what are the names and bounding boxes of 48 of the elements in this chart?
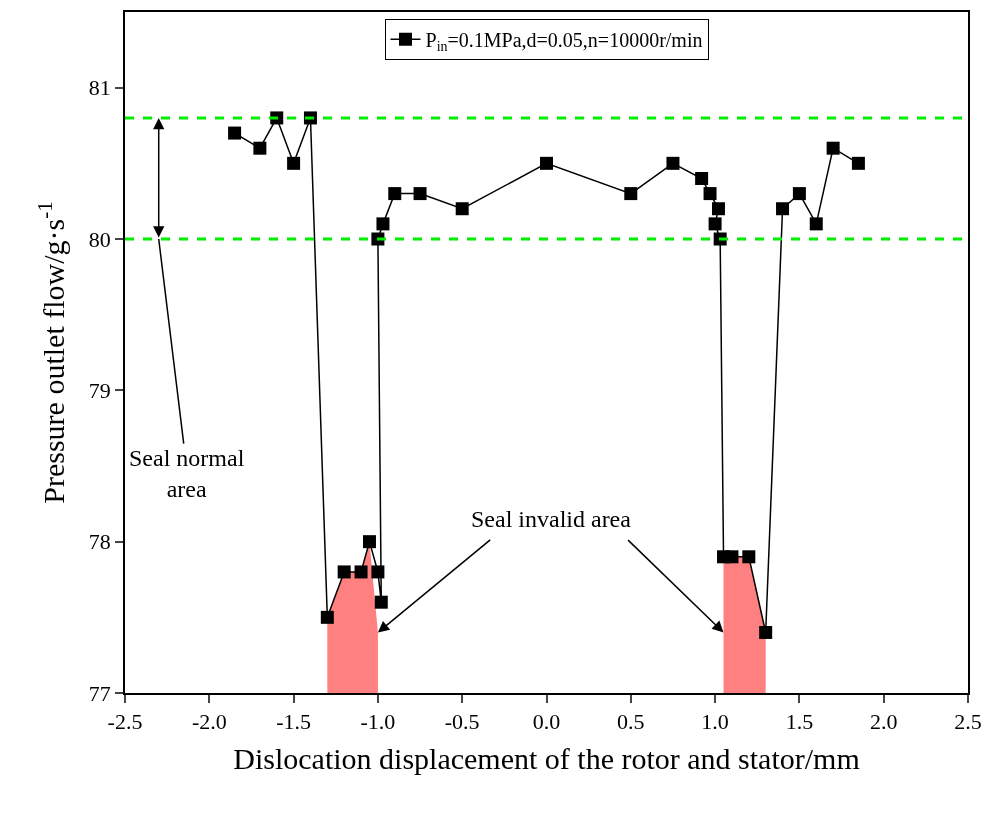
legend-label: P$_{in}$=0.1MPa,d=0.05,n=10000r/min <box>425 29 703 55</box>
point <box>362 535 376 549</box>
point <box>851 156 865 170</box>
point <box>742 550 756 564</box>
point <box>337 565 351 579</box>
y-tick-label: 79 <box>88 378 111 404</box>
point <box>725 550 739 564</box>
x-axis-title: Dislocation displacement of the rotor and stator/mm <box>233 742 860 776</box>
point <box>371 565 385 579</box>
x-tick-label: -2.5 <box>107 709 143 735</box>
point <box>711 202 725 216</box>
point <box>374 595 388 609</box>
x-tick-label: 0.5 <box>617 709 645 735</box>
point <box>624 187 638 201</box>
point <box>703 187 717 201</box>
x-tick-label: -1.5 <box>276 709 312 735</box>
x-tick-label: 1.0 <box>701 709 729 735</box>
annotation: Seal invalid area <box>471 506 632 532</box>
x-tick-label: -2.0 <box>191 709 227 735</box>
point <box>708 217 722 231</box>
x-tick-label: 2.5 <box>954 709 982 735</box>
point <box>792 187 806 201</box>
x-tick-label: -1.0 <box>360 709 396 735</box>
point <box>228 126 242 140</box>
x-tick-label: 1.5 <box>785 709 814 735</box>
point <box>354 565 368 579</box>
point <box>320 610 334 624</box>
x-tick-label: -0.5 <box>444 709 480 735</box>
point <box>388 187 402 201</box>
y-tick-label: 80 <box>88 226 111 252</box>
point <box>776 202 790 216</box>
point <box>376 217 390 231</box>
point <box>809 217 823 231</box>
x-tick-label: 0.0 <box>532 709 561 735</box>
annotation: Seal normal area <box>129 445 245 503</box>
y-tick-label: 81 <box>88 75 111 101</box>
point <box>695 171 709 185</box>
point <box>540 156 553 170</box>
point <box>287 156 301 170</box>
point <box>826 141 840 155</box>
y-tick-label: 78 <box>88 529 111 555</box>
y-tick-label: 77 <box>88 680 111 706</box>
point <box>253 141 267 155</box>
x-tick-label: 2.0 <box>869 709 898 735</box>
point <box>455 202 469 216</box>
point <box>413 187 427 201</box>
point <box>666 156 680 170</box>
point <box>759 625 773 639</box>
